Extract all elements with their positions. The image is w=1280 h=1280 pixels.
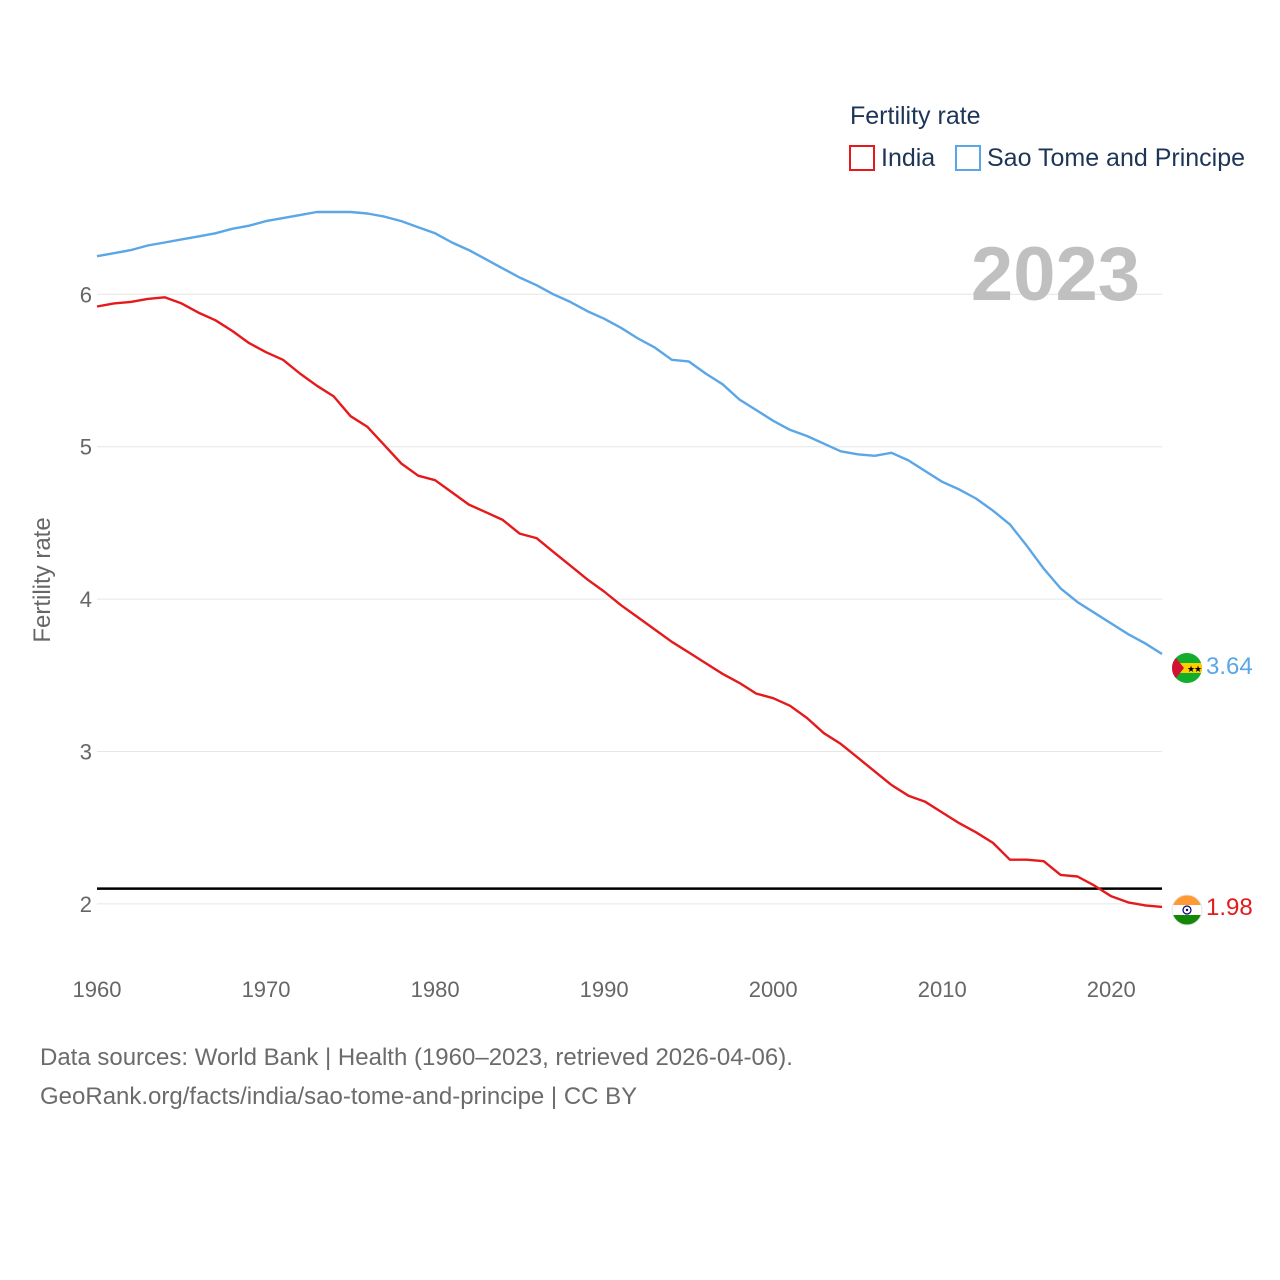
legend-swatch-india	[849, 145, 875, 171]
x-tick-label: 2020	[1087, 977, 1136, 1002]
legend-item-sao-tome-and-principe[interactable]: Sao Tome and Principe	[955, 144, 1245, 172]
y-tick-label: 4	[80, 587, 92, 612]
y-axis-ticks: 2 3 4 5 6	[80, 282, 92, 917]
x-tick-label: 1970	[242, 977, 291, 1002]
y-tick-label: 3	[80, 740, 92, 765]
data-source-note: Data sources: World Bank | Health (1960–…	[40, 1044, 793, 1071]
end-value-label-sao-tome-and-principe: 3.64	[1206, 653, 1253, 680]
x-axis-ticks: 1960 1970 1980 1990 2000 2010 2020	[73, 977, 1136, 1002]
svg-text:★: ★	[1194, 665, 1202, 675]
y-tick-label: 6	[80, 282, 92, 307]
legend-label-india: India	[881, 144, 935, 172]
source-url-license: GeoRank.org/facts/india/sao-tome-and-pri…	[40, 1083, 638, 1110]
series-line-sao-tome-and-principe[interactable]	[96, 210, 1163, 656]
x-tick-label: 2000	[749, 977, 798, 1002]
gridlines	[97, 293, 1162, 905]
legend: Fertility rate India Sao Tome and Princi…	[849, 102, 1245, 172]
end-value-label-india: 1.98	[1206, 894, 1253, 921]
legend-label-sao-tome-and-principe: Sao Tome and Principe	[987, 144, 1245, 172]
year-label: 2023	[971, 232, 1140, 317]
india-flag-icon	[1172, 895, 1202, 925]
svg-text:★: ★	[1187, 665, 1195, 675]
y-tick-label: 5	[80, 435, 92, 460]
legend-title: Fertility rate	[850, 102, 981, 130]
y-tick-label: 2	[80, 892, 92, 917]
x-tick-label: 1960	[73, 977, 122, 1002]
sao-tome-flag-icon: ★ ★	[1172, 653, 1202, 683]
legend-item-india[interactable]: India	[849, 144, 935, 172]
legend-swatch-sao-tome-and-principe	[955, 145, 981, 171]
series-lines	[96, 210, 1163, 909]
x-tick-label: 2010	[918, 977, 967, 1002]
series-line-india[interactable]	[96, 296, 1163, 909]
x-tick-label: 1990	[580, 977, 629, 1002]
india-flag-border	[1171, 894, 1203, 926]
y-axis-title: Fertility rate	[29, 517, 56, 642]
x-tick-label: 1980	[411, 977, 460, 1002]
